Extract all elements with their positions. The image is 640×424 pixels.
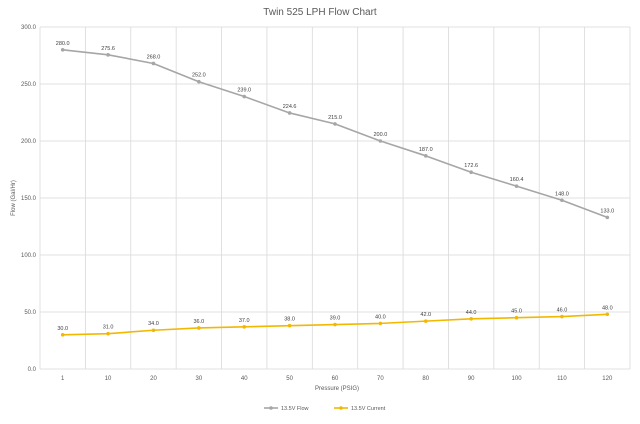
data-point <box>605 215 610 220</box>
data-point <box>287 111 292 115</box>
data-point <box>151 328 156 333</box>
data-label: 39.0 <box>330 316 341 322</box>
data-label: 133.0 <box>600 208 614 214</box>
data-point <box>197 326 201 330</box>
x-tick-label: 40 <box>241 376 248 382</box>
legend-marker <box>269 406 273 410</box>
data-label: 38.0 <box>284 317 295 323</box>
data-point <box>60 333 65 337</box>
x-tick-label: 110 <box>557 376 567 382</box>
x-tick-label: 70 <box>377 376 384 382</box>
data-label: 187.0 <box>419 147 433 153</box>
data-point <box>560 314 564 319</box>
legend-marker <box>339 406 343 410</box>
data-point <box>242 94 247 99</box>
data-point <box>514 184 519 188</box>
y-axis-title: Flow (Gal/Hr) <box>11 180 17 216</box>
data-label: 42.0 <box>420 312 431 318</box>
series-lines <box>60 48 610 337</box>
data-point <box>333 122 337 126</box>
data-label: 45.0 <box>511 309 522 315</box>
data-label: 40.0 <box>375 314 386 320</box>
x-tick-label: 50 <box>286 376 293 382</box>
data-point <box>378 321 383 326</box>
data-label: 160.4 <box>510 177 524 183</box>
data-label: 148.0 <box>555 191 569 197</box>
data-label: 280.0 <box>56 41 70 47</box>
data-label: 48.0 <box>602 305 613 311</box>
data-label: 37.0 <box>239 318 250 324</box>
data-label: 224.6 <box>283 104 297 110</box>
data-point <box>60 48 65 52</box>
data-label: 268.0 <box>147 54 161 60</box>
y-tick-label: 150.0 <box>21 196 37 202</box>
data-label: 172.6 <box>464 163 478 169</box>
data-point <box>469 317 473 321</box>
data-point <box>514 315 519 320</box>
data-label: 31.0 <box>103 325 114 331</box>
data-point <box>423 319 428 323</box>
y-tick-label: 0.0 <box>28 367 37 373</box>
x-axis-title: Pressure (PSIG) <box>315 386 359 392</box>
gridlines <box>39 26 631 370</box>
data-label: 30.0 <box>57 326 68 332</box>
data-point <box>560 198 564 203</box>
x-tick-label: 10 <box>105 376 112 382</box>
y-tick-label: 200.0 <box>21 139 37 145</box>
x-tick-label: 90 <box>468 376 475 382</box>
data-point <box>242 325 247 329</box>
data-label: 275.6 <box>101 46 115 52</box>
y-tick-label: 250.0 <box>21 82 37 88</box>
data-label: 36.0 <box>193 319 204 325</box>
chart-title: Twin 525 LPH Flow Chart <box>263 7 377 18</box>
data-labels: 280.0 275.6 268.0 252.0 239.0 224.6 215.0 200.0… <box>56 41 614 332</box>
data-label: 239.0 <box>237 88 251 94</box>
data-point <box>423 154 428 158</box>
x-tick-label: 100 <box>512 376 523 382</box>
data-point <box>151 61 156 66</box>
x-tick-label: 30 <box>196 376 203 382</box>
y-tick-label: 300.0 <box>21 25 37 31</box>
data-point <box>605 312 610 317</box>
series-line-0 <box>62 49 608 219</box>
data-point <box>106 331 110 336</box>
data-label: 46.0 <box>557 308 568 314</box>
data-point <box>197 79 201 84</box>
x-tick-label: 120 <box>602 376 613 382</box>
legend-label: 13.5V Current <box>351 406 386 412</box>
data-point <box>378 139 383 143</box>
data-label: 34.0 <box>148 321 159 327</box>
legend-label: 13.5V Flow <box>281 406 309 412</box>
x-tick-label: 1 <box>61 376 65 382</box>
data-label: 44.0 <box>466 310 477 316</box>
data-label: 215.0 <box>328 115 342 121</box>
x-tick-label: 80 <box>422 376 429 382</box>
x-tick-label: 60 <box>332 376 339 382</box>
data-label: 200.0 <box>374 132 388 138</box>
data-point <box>333 322 337 327</box>
data-label: 252.0 <box>192 73 206 79</box>
x-tick-label: 20 <box>150 376 157 382</box>
y-tick-label: 50.0 <box>24 310 36 316</box>
data-point <box>469 170 473 175</box>
data-point <box>106 53 110 57</box>
y-tick-label: 100.0 <box>21 253 37 259</box>
data-point <box>287 323 292 328</box>
legend: 13.5V Flow 13.5V Current <box>264 406 386 412</box>
